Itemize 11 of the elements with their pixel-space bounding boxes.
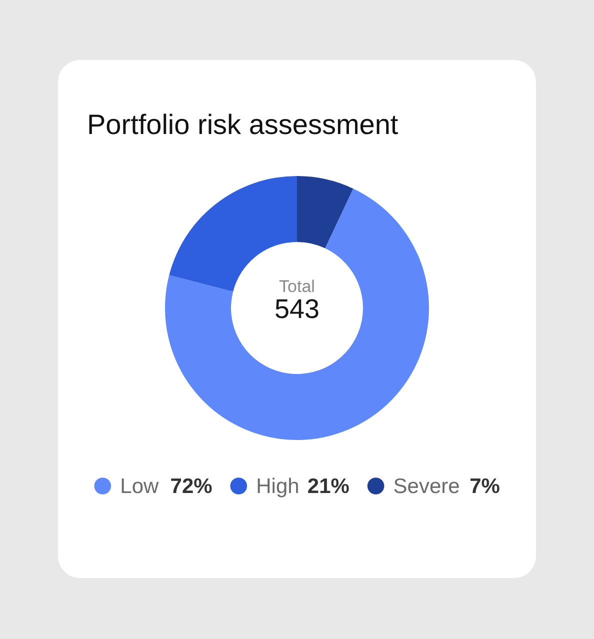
legend-label: Severe [393,475,460,498]
text: Total [279,277,315,296]
data-label: 7% [470,475,500,498]
data-label: 72% [170,475,213,498]
legend-label: High [256,475,300,498]
data-label: 21% [307,475,350,498]
text: 543 [274,294,320,324]
chart-title: Portfolio risk assessment [87,109,398,140]
legend-label: Low [120,475,160,498]
donut-slice [165,188,429,440]
donut-slice [297,176,354,248]
